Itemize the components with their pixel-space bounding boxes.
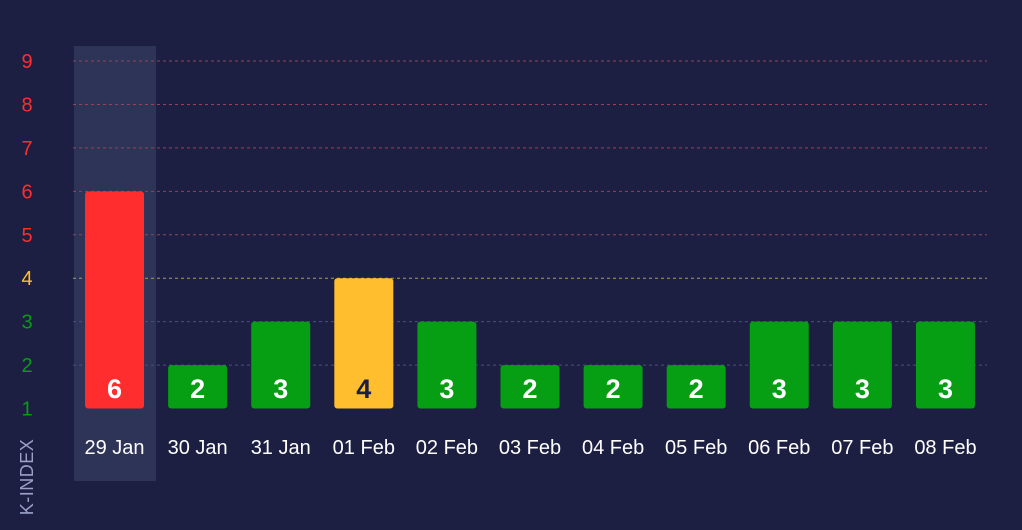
bar-30-jan bbox=[168, 365, 228, 409]
value-label-30-jan: 2 bbox=[190, 374, 205, 404]
x-tick-label-03-feb: 03 Feb bbox=[499, 437, 561, 459]
x-tick-label-05-feb: 05 Feb bbox=[665, 437, 727, 459]
y-tick-label-5: 5 bbox=[21, 225, 32, 247]
y-tick-label-7: 7 bbox=[21, 138, 32, 160]
x-tick-label-04-feb: 04 Feb bbox=[582, 437, 644, 459]
bar-07-feb bbox=[832, 321, 892, 409]
bar-03-feb bbox=[500, 365, 560, 409]
bar-08-feb bbox=[915, 321, 975, 409]
value-label-02-feb: 3 bbox=[439, 374, 454, 404]
value-label-31-jan: 3 bbox=[273, 374, 288, 404]
value-label-07-feb: 3 bbox=[855, 374, 870, 404]
bar-05-feb bbox=[666, 365, 726, 409]
x-tick-label-06-feb: 06 Feb bbox=[748, 437, 810, 459]
y-axis-title: K-INDEX bbox=[17, 439, 37, 516]
value-label-29-jan: 6 bbox=[107, 374, 122, 404]
bars: 6 2 3 4 3 2 2 2 3 3 3 bbox=[85, 191, 975, 409]
y-tick-label-2: 2 bbox=[21, 355, 32, 377]
x-tick-label-08-feb: 08 Feb bbox=[914, 437, 976, 459]
value-label-06-feb: 3 bbox=[772, 374, 787, 404]
x-tick-label-07-feb: 07 Feb bbox=[831, 437, 893, 459]
x-tick-label-30-jan: 30 Jan bbox=[168, 437, 228, 459]
bar-06-feb bbox=[749, 321, 809, 409]
value-label-05-feb: 2 bbox=[689, 374, 704, 404]
value-label-01-feb: 4 bbox=[356, 374, 371, 404]
x-tick-label-02-feb: 02 Feb bbox=[416, 437, 478, 459]
y-tick-label-9: 9 bbox=[21, 51, 32, 73]
y-tick-label-1: 1 bbox=[21, 399, 32, 421]
value-label-04-feb: 2 bbox=[606, 374, 621, 404]
y-tick-label-6: 6 bbox=[21, 181, 32, 203]
bar-29-jan bbox=[85, 191, 145, 409]
value-label-08-feb: 3 bbox=[938, 374, 953, 404]
x-tick-labels: 29 Jan 30 Jan 31 Jan 01 Feb 02 Feb 03 Feb 04 F… bbox=[85, 437, 977, 459]
bar-01-feb bbox=[334, 278, 394, 409]
bar-02-feb bbox=[417, 321, 477, 409]
y-tick-label-8: 8 bbox=[21, 94, 32, 116]
x-tick-label-31-jan: 31 Jan bbox=[251, 437, 311, 459]
x-tick-label-01-feb: 01 Feb bbox=[333, 437, 395, 459]
x-tick-label-29-jan: 29 Jan bbox=[85, 437, 145, 459]
y-tick-label-3: 3 bbox=[21, 312, 32, 334]
bar-04-feb bbox=[583, 365, 643, 409]
y-tick-labels: 1 2 3 4 5 6 7 8 9 bbox=[21, 51, 32, 421]
bar-31-jan bbox=[251, 321, 311, 409]
value-label-03-feb: 2 bbox=[522, 374, 537, 404]
y-tick-label-4: 4 bbox=[21, 268, 32, 290]
